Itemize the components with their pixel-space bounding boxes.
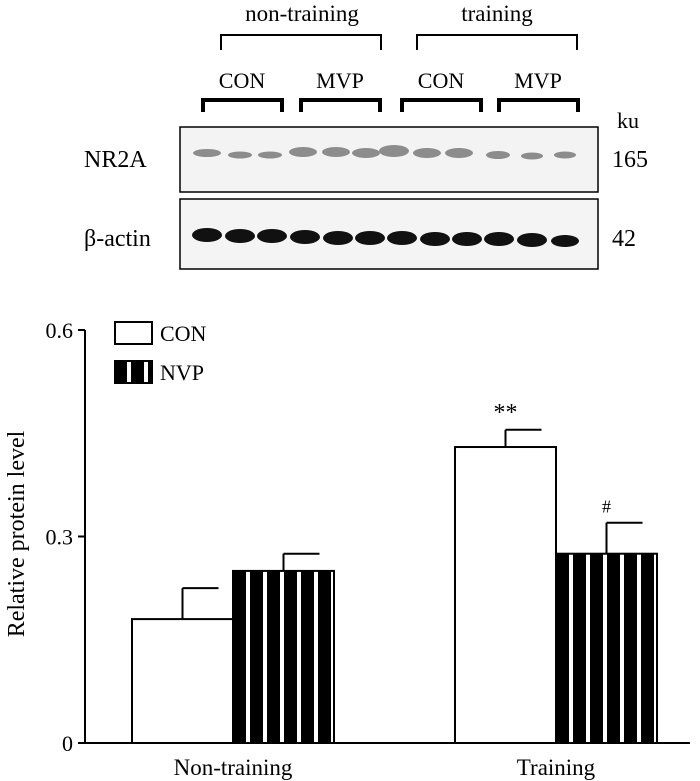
y-axis-label: Relative protein level (4, 430, 30, 637)
western-blot-panel: non-training training CON MVP CON MVP ku (84, 1, 648, 270)
blot-bands-nr2a (193, 145, 576, 160)
significance-mark: # (602, 497, 611, 517)
blot-group-label-non-training: non-training (245, 1, 359, 26)
blot-subgroup-label: CON (418, 68, 465, 93)
legend-swatch-con (114, 321, 153, 345)
blot-bands-beta-actin (192, 228, 579, 247)
blot-subgroup-brackets (201, 98, 580, 112)
legend: CON NVP (114, 321, 207, 385)
blot-group-label-training: training (461, 1, 533, 26)
bar-nvp (555, 552, 658, 744)
blot-membrane-nr2a (179, 126, 599, 193)
blot-row-label-beta-actin: β-actin (84, 226, 151, 252)
y-tick-label: 0.3 (46, 525, 74, 550)
blot-subgroup-label: MVP (316, 68, 364, 93)
blot-row-size-beta-actin: 42 (612, 226, 636, 252)
legend-swatch-nvp (114, 360, 153, 384)
legend-label-con: CON (160, 321, 207, 346)
bar-chart: Relative protein level 0 0.3 0.6 Non-traini… (4, 318, 690, 780)
y-tick-label: 0 (62, 731, 73, 756)
blot-group-bracket-non-training (220, 34, 382, 50)
blot-row-size-nr2a: 165 (612, 147, 648, 173)
blot-row-label-nr2a: NR2A (84, 147, 147, 173)
bar-con (454, 446, 557, 744)
bar-nvp (232, 569, 335, 745)
blot-subgroup-label: MVP (514, 68, 562, 93)
blot-subgroup-label: CON (219, 68, 266, 93)
x-tick-label: Training (517, 755, 596, 780)
legend-label-nvp: NVP (160, 360, 204, 385)
bar-con (131, 618, 234, 744)
chart-marks: 0 0.3 0.6 Non-training ** # Training (46, 318, 690, 780)
blot-unit-label: ku (617, 108, 639, 133)
x-tick-label: Non-training (174, 755, 293, 780)
significance-mark: ** (494, 400, 518, 426)
y-tick-label: 0.6 (46, 318, 74, 343)
blot-group-bracket-training (416, 34, 578, 50)
